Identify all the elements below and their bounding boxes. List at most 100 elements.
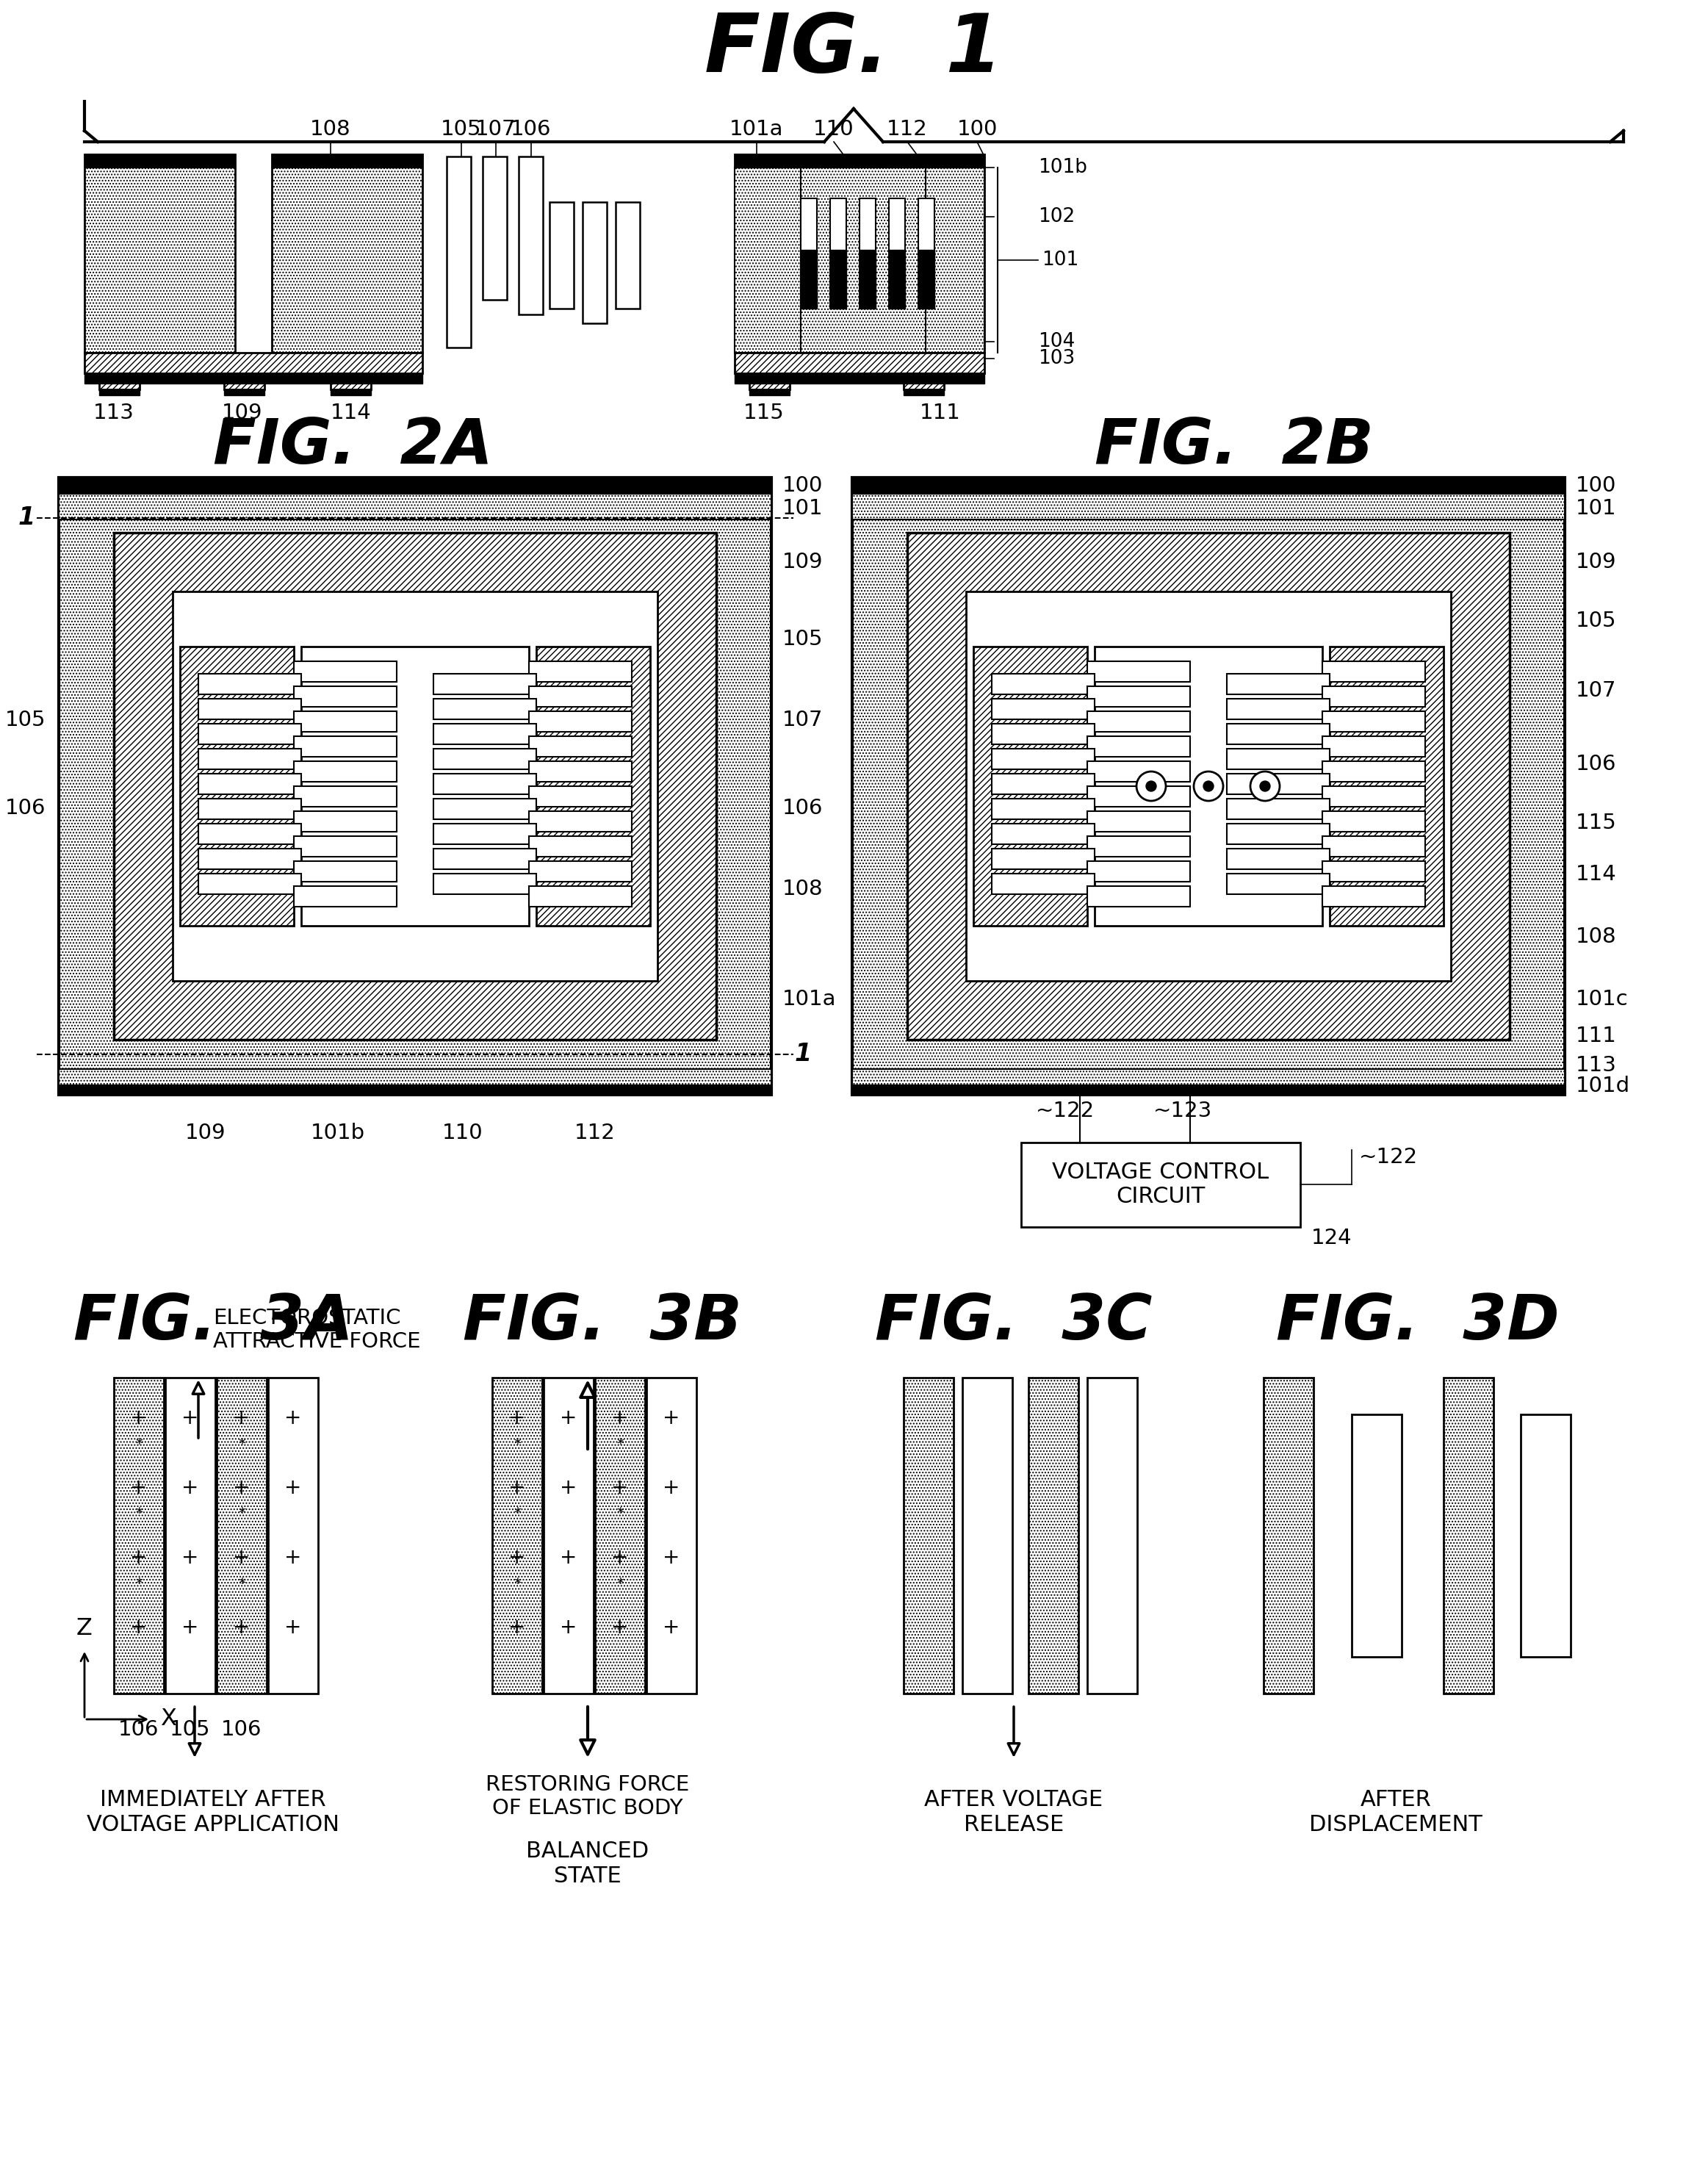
Text: +: + [232,1408,251,1428]
Text: *: * [617,1576,623,1591]
Text: 112: 112 [574,1123,615,1142]
Text: ~123: ~123 [1153,1101,1213,1121]
Bar [750,390,789,395]
Bar [550,203,574,310]
Text: 115: 115 [1576,813,1617,833]
Bar [84,155,236,168]
Circle shape [1250,772,1279,800]
Bar [536,647,651,926]
Text: 124: 124 [1312,1227,1353,1249]
Bar [992,674,1095,695]
Bar [434,724,536,743]
Bar [750,373,789,390]
Bar [99,373,140,390]
Bar [1351,1415,1402,1657]
Text: 115: 115 [743,403,784,423]
Bar [294,761,396,783]
Bar [294,837,396,857]
Text: 101b: 101b [311,1123,366,1142]
Bar [992,700,1095,719]
Bar [1088,737,1190,756]
Bar [1226,824,1329,844]
Text: +: + [181,1618,198,1637]
Bar [294,787,396,807]
Bar [904,1378,953,1694]
Text: 100: 100 [956,120,997,140]
Text: FIG.  3A: FIG. 3A [73,1293,354,1354]
Text: 106: 106 [222,1720,261,1740]
Text: +: + [663,1478,680,1498]
Text: +: + [232,1618,251,1637]
Bar [272,155,422,353]
Bar [434,848,536,870]
Bar [217,1378,266,1694]
Text: FIG.  2B: FIG. 2B [1095,416,1373,477]
Bar [1226,748,1329,770]
Text: 100: 100 [782,475,823,497]
Text: 105: 105 [169,1720,210,1740]
Bar [58,1086,772,1094]
Bar [1322,711,1424,732]
Bar [962,1378,1013,1694]
Text: 105: 105 [441,120,482,140]
Bar [272,155,422,168]
Bar [84,373,422,384]
Bar [992,774,1095,794]
Bar [434,824,536,844]
Text: 110: 110 [442,1123,483,1142]
Text: BALANCED
STATE: BALANCED STATE [526,1840,649,1886]
Text: 106: 106 [511,120,552,140]
Bar [859,251,876,310]
Bar [198,874,301,894]
Bar [331,373,371,390]
Bar [734,155,984,168]
Bar [1322,687,1424,706]
Bar [114,532,716,1040]
Text: ~122: ~122 [1360,1147,1418,1168]
Circle shape [1261,780,1271,791]
Bar [904,390,945,395]
Bar [888,198,905,310]
Bar [166,1378,215,1694]
Bar [830,251,845,310]
Bar [967,591,1450,981]
Text: 112: 112 [886,120,927,140]
Text: Z: Z [77,1618,92,1639]
Text: IMMEDIATELY AFTER
VOLTAGE APPLICATION: IMMEDIATELY AFTER VOLTAGE APPLICATION [87,1790,340,1836]
Text: ~122: ~122 [1035,1101,1095,1121]
Bar [84,353,422,373]
Bar [1088,885,1190,907]
Circle shape [1194,772,1223,800]
Bar [830,198,845,310]
Bar [734,373,984,384]
Bar [992,798,1095,820]
Text: 107: 107 [782,711,823,730]
Text: 101c: 101c [1576,990,1628,1009]
Text: 106: 106 [782,798,823,818]
Bar [294,811,396,833]
Bar [904,373,945,390]
Bar [888,251,905,310]
Text: *: * [237,1506,246,1522]
Text: 108: 108 [782,879,823,900]
Text: FIG.  2A: FIG. 2A [214,416,492,477]
Bar [1226,774,1329,794]
Bar [992,824,1095,844]
Text: *: * [617,1506,623,1522]
Bar [529,837,632,857]
Text: 104: 104 [1038,331,1074,351]
Bar [224,390,265,395]
Bar [1088,811,1190,833]
Bar [529,761,632,783]
Bar [1021,1142,1300,1227]
Text: FIG.  3C: FIG. 3C [874,1293,1153,1354]
Text: +: + [611,1618,629,1637]
Text: 107: 107 [475,120,516,140]
Bar [926,168,984,353]
Text: +: + [285,1478,302,1498]
Text: +: + [560,1408,577,1428]
Text: 113: 113 [1576,1055,1617,1075]
Bar [434,798,536,820]
Text: 105: 105 [5,711,46,730]
Bar [1322,861,1424,881]
